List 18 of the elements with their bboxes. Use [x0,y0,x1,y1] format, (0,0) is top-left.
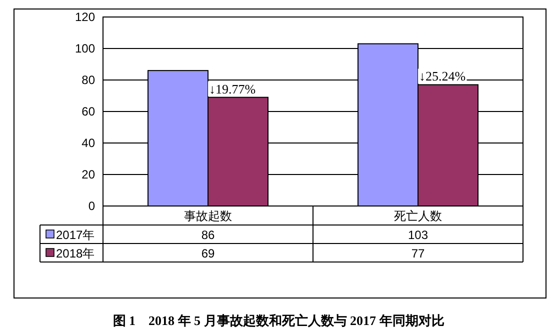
y-tick-label: 40 [82,136,96,150]
y-tick-label: 100 [74,42,96,56]
legend-label: 2018年 [56,246,95,260]
annotation: ↓25.24% [419,68,466,84]
y-tick-label: 20 [82,168,96,182]
legend-label: 2017年 [56,228,95,242]
data-label: 103 [408,228,428,242]
y-tick-label: 120 [74,10,96,24]
y-tick-label: 80 [82,73,96,87]
text: 图 1 2018 年 5 月事故起数和死亡人数与 2017 年同期对比 [112,313,444,328]
y-tick-label: 60 [82,104,96,118]
annotation: ↓19.77% [209,81,256,96]
data-label: 69 [201,246,215,260]
y-tick-label: 0 [88,199,96,213]
data-label: 86 [201,228,215,242]
x-tick-label: 事故起数 [184,209,232,223]
x-tick-label: 死亡人数 [394,209,442,223]
data-label: 77 [411,246,425,260]
